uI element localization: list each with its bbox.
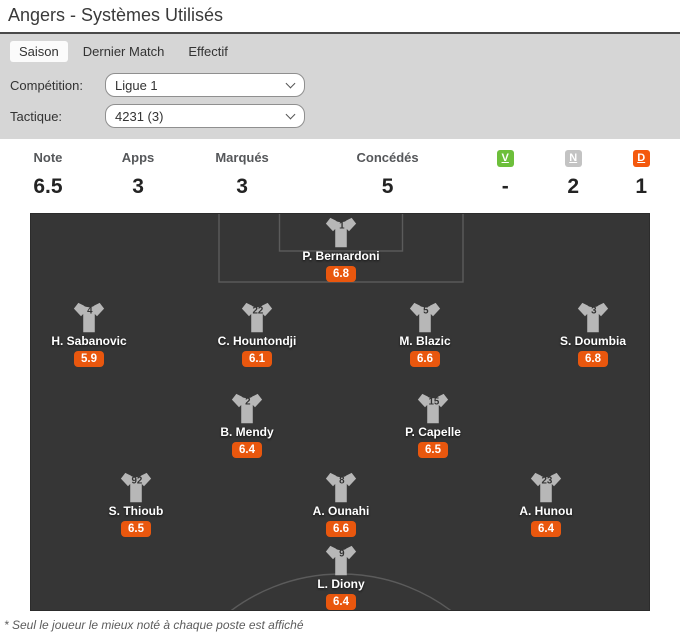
player-defender-2[interactable]: 22 C. Hountondji 6.1	[197, 302, 317, 367]
svg-text:8: 8	[339, 476, 345, 487]
jersey-icon: 15	[417, 393, 449, 424]
player-attacking-mid-2[interactable]: 8 A. Ounahi 6.6	[281, 472, 401, 537]
player-attacking-mid-1[interactable]: 92 S. Thioub 6.5	[76, 472, 196, 537]
player-rating-badge[interactable]: 5.9	[74, 351, 104, 367]
stats-summary-row: Note 6.5 Apps 3 Marqués 3 Concédés 5 V -…	[0, 139, 680, 211]
player-name: C. Hountondji	[217, 334, 297, 348]
draw-badge-icon: N	[564, 150, 582, 167]
footnote: * Seul le joueur le mieux noté à chaque …	[4, 618, 304, 632]
jersey-icon: 92	[120, 472, 152, 503]
player-rating-badge[interactable]: 6.6	[326, 521, 356, 537]
stat-note-value: 6.5	[33, 175, 63, 198]
player-name: S. Thioub	[108, 504, 164, 518]
competition-select-wrap: Ligue 1	[105, 73, 305, 97]
player-midfielder-1[interactable]: 2 B. Mendy 6.4	[187, 393, 307, 458]
tactic-filter-row: Tactique: 4231 (3)	[0, 102, 680, 130]
svg-text:15: 15	[428, 397, 439, 408]
player-name: H. Sabanovic	[51, 334, 127, 348]
stat-losses: D 1	[607, 150, 675, 199]
tactic-select-wrap: 4231 (3)	[105, 104, 305, 128]
stat-apps-value: 3	[132, 175, 144, 198]
stat-concedes: Concédés 5	[304, 150, 471, 199]
page-title: Angers - Systèmes Utilisés	[0, 0, 680, 34]
jersey-icon: 8	[325, 472, 357, 503]
svg-text:92: 92	[131, 476, 142, 487]
player-rating-badge[interactable]: 6.8	[578, 351, 608, 367]
stat-concedes-header: Concédés	[356, 150, 419, 165]
competition-filter-row: Compétition: Ligue 1	[0, 71, 680, 99]
stat-apps-header: Apps	[121, 150, 155, 165]
svg-text:1: 1	[339, 221, 345, 232]
svg-text:4: 4	[87, 306, 93, 317]
stat-draws-value: 2	[567, 175, 580, 198]
stat-note-header: Note	[33, 150, 63, 165]
jersey-icon: 9	[325, 545, 357, 576]
player-name: A. Ounahi	[312, 504, 370, 518]
player-striker[interactable]: 9 L. Diony 6.4	[281, 545, 401, 610]
player-rating-badge[interactable]: 6.8	[326, 266, 356, 282]
win-badge-icon: V	[496, 150, 514, 167]
player-name: M. Blazic	[399, 334, 451, 348]
player-rating-badge[interactable]: 6.4	[232, 442, 262, 458]
tactic-select[interactable]: 4231 (3)	[105, 104, 305, 128]
player-name: B. Mendy	[220, 425, 274, 439]
tab-bar: Saison Dernier Match Effectif	[0, 39, 680, 68]
tab-effectif[interactable]: Effectif	[188, 44, 228, 59]
svg-text:23: 23	[541, 476, 552, 487]
formation-pitch: 1 P. Bernardoni 6.8 4 H. Sabanovic 5.9 2…	[30, 213, 650, 611]
penalty-box-line	[218, 214, 464, 283]
player-rating-badge[interactable]: 6.6	[410, 351, 440, 367]
stat-wins-value: -	[501, 175, 509, 198]
player-name: A. Hunou	[519, 504, 573, 518]
player-rating-badge[interactable]: 6.5	[418, 442, 448, 458]
stat-losses-value: 1	[635, 175, 648, 198]
player-goalkeeper[interactable]: 1 P. Bernardoni 6.8	[281, 217, 401, 282]
jersey-icon: 4	[73, 302, 105, 333]
stat-note: Note 6.5	[0, 150, 96, 199]
svg-text:22: 22	[252, 306, 263, 317]
loss-badge-icon: D	[632, 150, 650, 167]
stat-wins: V -	[471, 150, 539, 199]
svg-text:5: 5	[423, 306, 429, 317]
player-attacking-mid-3[interactable]: 23 A. Hunou 6.4	[486, 472, 606, 537]
svg-text:3: 3	[591, 306, 597, 317]
stat-apps: Apps 3	[96, 150, 180, 199]
svg-text:2: 2	[245, 397, 251, 408]
jersey-icon: 3	[577, 302, 609, 333]
player-midfielder-2[interactable]: 15 P. Capelle 6.5	[373, 393, 493, 458]
player-rating-badge[interactable]: 6.5	[121, 521, 151, 537]
player-name: S. Doumbia	[559, 334, 626, 348]
filters-panel: Saison Dernier Match Effectif Compétitio…	[0, 34, 680, 139]
player-rating-badge[interactable]: 6.1	[242, 351, 272, 367]
stat-concedes-value: 5	[381, 175, 394, 198]
jersey-icon: 2	[231, 393, 263, 424]
jersey-icon: 22	[241, 302, 273, 333]
player-rating-badge[interactable]: 6.4	[326, 594, 356, 610]
tactic-label: Tactique:	[10, 108, 63, 124]
goal-area-line	[278, 214, 404, 252]
player-defender-3[interactable]: 5 M. Blazic 6.6	[365, 302, 485, 367]
stat-marques-header: Marqués	[215, 150, 269, 165]
player-name: P. Bernardoni	[302, 249, 380, 263]
tab-dernier-match[interactable]: Dernier Match	[82, 44, 165, 59]
stat-marques-value: 3	[236, 175, 248, 198]
competition-select[interactable]: Ligue 1	[105, 73, 305, 97]
player-name: L. Diony	[317, 577, 365, 591]
tab-saison[interactable]: Saison	[10, 41, 68, 62]
jersey-icon: 1	[325, 217, 357, 248]
stat-draws: N 2	[539, 150, 607, 199]
player-defender-4[interactable]: 3 S. Doumbia 6.8	[533, 302, 649, 367]
player-defender-1[interactable]: 4 H. Sabanovic 5.9	[31, 302, 149, 367]
jersey-icon: 5	[409, 302, 441, 333]
svg-text:9: 9	[339, 549, 345, 560]
player-name: P. Capelle	[405, 425, 461, 439]
player-rating-badge[interactable]: 6.4	[531, 521, 561, 537]
stat-marques: Marqués 3	[180, 150, 304, 199]
competition-label: Compétition:	[10, 77, 83, 93]
jersey-icon: 23	[530, 472, 562, 503]
